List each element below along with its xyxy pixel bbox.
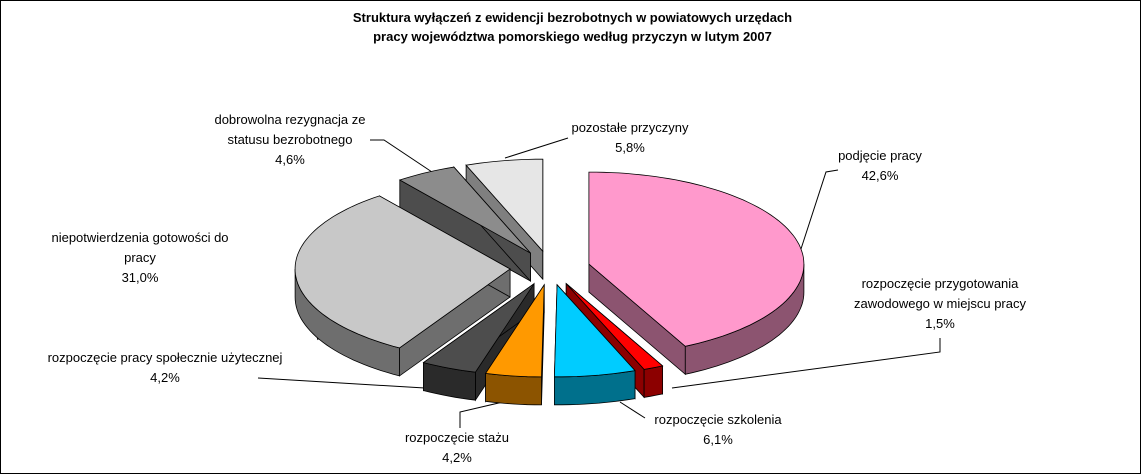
slice-top (398, 166, 531, 254)
slice-top (484, 283, 545, 378)
data-label: rozpoczęcie stażu 4,2% (397, 428, 517, 468)
leader-line (619, 401, 646, 419)
value-label: 4,2% (150, 370, 180, 385)
value-label: 5,8% (615, 140, 645, 155)
slice-top (422, 283, 535, 373)
data-label: niepotwierdzenia gotowości do pracy 31,0% (40, 228, 240, 288)
data-label: dobrowolna rezygnacja ze statusu bezrobo… (195, 110, 385, 170)
slice-top (588, 171, 805, 347)
category-label: dobrowolna rezygnacja ze statusu bezrobo… (214, 112, 366, 147)
leader-line (504, 137, 569, 159)
category-label: rozpoczęcie pracy społecznie użytecznej (47, 350, 283, 365)
slice-top (553, 283, 636, 378)
value-label: 42,6% (861, 168, 899, 183)
category-label: podjęcie pracy (838, 148, 922, 163)
leader-line (799, 169, 839, 253)
slice (294, 195, 511, 377)
slice-wall (643, 365, 663, 398)
value-label: 31,0% (121, 270, 159, 285)
data-label: podjęcie pracy 42,6% (820, 146, 940, 186)
data-label: rozpoczęcie pracy społecznie użytecznej 4… (45, 348, 285, 388)
data-label: pozostałe przyczyny 5,8% (555, 118, 705, 158)
slice-top (565, 283, 664, 370)
data-label: rozpoczęcie szkolenia 6,1% (648, 410, 788, 450)
value-label: 4,2% (442, 450, 472, 465)
value-label: 4,6% (275, 152, 305, 167)
slice (588, 171, 805, 376)
chart-title: Struktura wyłączeń z ewidencji bezrobotn… (0, 8, 1145, 46)
data-label: rozpoczęcie przygotowania zawodowego w m… (830, 274, 1050, 334)
category-label: pozostałe przyczyny (571, 120, 689, 135)
pie (294, 158, 805, 406)
slice (553, 283, 636, 406)
category-label: niepotwierdzenia gotowości do pracy (51, 230, 229, 265)
value-label: 6,1% (703, 432, 733, 447)
slice (484, 283, 545, 406)
slice (398, 166, 531, 283)
title-text: Struktura wyłączeń z ewidencji bezrobotn… (352, 10, 793, 44)
category-label: rozpoczęcie szkolenia (654, 412, 782, 427)
category-label: rozpoczęcie przygotowania zawodowego w m… (854, 276, 1026, 311)
slice-top (465, 158, 544, 253)
category-label: rozpoczęcie stażu (404, 430, 510, 445)
slice-wall (485, 372, 542, 406)
value-label: 1,5% (925, 316, 955, 331)
leader-line (671, 338, 941, 389)
leader-line (370, 139, 433, 173)
slice-top (294, 195, 511, 349)
